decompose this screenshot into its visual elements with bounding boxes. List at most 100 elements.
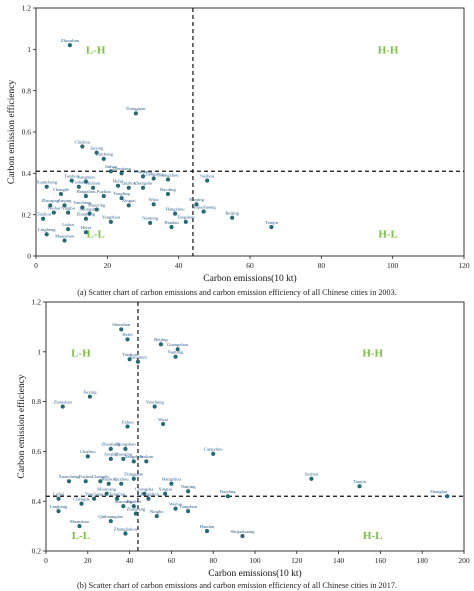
data-point [108,219,113,224]
y-tick-label: 1.2 [22,4,32,13]
data-point [211,451,216,456]
data-point-label: Mianyang [97,487,116,492]
data-point [169,481,174,486]
data-point [127,357,132,362]
y-tick-label: 0.4 [32,497,42,506]
data-point-label: Guangzhou [157,172,179,177]
data-point-label: Chizhou [35,212,51,217]
data-point [115,496,120,501]
x-tick-label: 60 [168,556,176,565]
data-point [58,191,64,197]
data-point [48,203,53,208]
x-tick-label: 120 [458,261,470,270]
x-tick-label: 20 [84,556,92,565]
data-point [41,216,46,221]
data-point [133,111,138,116]
data-point-label: Foshan [72,180,86,185]
quadrant-label-ll: L-L [86,228,104,240]
data-point [140,185,146,190]
data-point-label: Tongling [109,492,126,497]
data-point [186,509,191,514]
data-point [91,185,96,190]
data-point [173,354,178,359]
data-point [108,456,113,461]
data-point-label: Zhenjiang [112,166,131,171]
x-axis-label: Carbon emissions(10 kt) [208,568,301,579]
data-point [186,489,191,494]
data-point-label: Yancheng [146,399,165,404]
data-point [357,484,362,489]
data-point [67,43,72,48]
data-point-label: Zhoushan [61,38,80,43]
data-point-label: Quzhou [121,181,136,186]
quadrant-label-hh: H-H [362,347,383,359]
y-tick-label: 1.2 [32,298,42,307]
data-point [225,494,230,499]
y-axis-label: Carbon emission efficiency [6,80,17,185]
x-tick-label: 40 [126,556,134,565]
data-point-label: Tongling [113,191,130,196]
quadrant-label-hl: H-L [363,530,383,542]
data-point [79,501,84,506]
data-point-label: Yangzhou [125,454,144,459]
data-point [205,178,210,183]
data-point-label: Zhongshan [115,442,136,447]
x-tick-label: 0 [44,556,48,565]
data-point [204,529,209,534]
data-point-label: Beijing [154,337,168,342]
data-point-label: Zhanjiang [127,506,146,511]
data-point-label: Shijiazhuang [230,529,255,534]
data-point-label: Changsha [134,181,152,186]
data-point-label: Guangzhou [167,342,189,347]
data-point-label: Suzhou [200,173,214,178]
data-point [126,203,131,208]
y-tick-label: 0.6 [32,447,42,456]
data-point-label: Changde [92,474,108,479]
data-point-label: Taizhou [122,352,137,357]
data-point-label: Zhongshan [79,206,100,211]
data-point-label: Wuxi [158,417,169,422]
data-point [152,404,157,409]
data-point-label: Huzhou [101,477,116,482]
data-point [119,196,124,201]
data-point [87,394,92,399]
data-point-label: Chengde [73,496,89,501]
x-tick-label: 200 [458,556,470,565]
data-point-label: Chizhou [75,139,91,144]
scatter-chart-2017: 0 20 40 60 80 100 120 140 160 180 200 0.2 0.4 0.6 0.8 1… [16,298,470,579]
data-point [158,342,164,347]
data-point [269,225,274,230]
data-point-label: Changzhou [138,492,160,497]
x-tick-label: 20 [104,261,112,270]
data-point [83,479,88,484]
data-point-label: Tianjin [265,220,279,225]
data-point-label: Jinhua [105,164,117,169]
data-point-label: Hangzhou [162,477,182,482]
data-point-label: Lingbeng [50,504,68,509]
x-tick-label: 100 [249,556,261,565]
x-tick-label: 100 [387,261,399,270]
data-point [101,194,106,199]
data-point [123,446,128,451]
data-point [131,459,136,464]
data-point [62,238,67,243]
data-point-label: Shaoxing [115,499,133,504]
data-point [66,210,71,215]
x-tick-label: 80 [209,556,217,565]
x-tick-label: 40 [175,261,183,270]
data-point-label: Yuncheng [95,152,114,157]
x-tick-label: 140 [333,556,345,565]
data-point [83,216,88,221]
data-point-label: Zhaoqing [115,452,133,457]
data-point [445,494,450,499]
data-point [115,183,121,188]
data-point [165,177,171,182]
data-point [83,230,88,235]
data-point-label: Huaibei [127,499,142,504]
data-point [142,491,147,496]
data-point-label: Yuncheng [85,492,104,497]
data-point [131,504,136,509]
data-point-label: Nantong [168,350,185,355]
data-point-label: Lishui [53,492,65,497]
data-point-label: Zhangjiakou [114,526,138,531]
